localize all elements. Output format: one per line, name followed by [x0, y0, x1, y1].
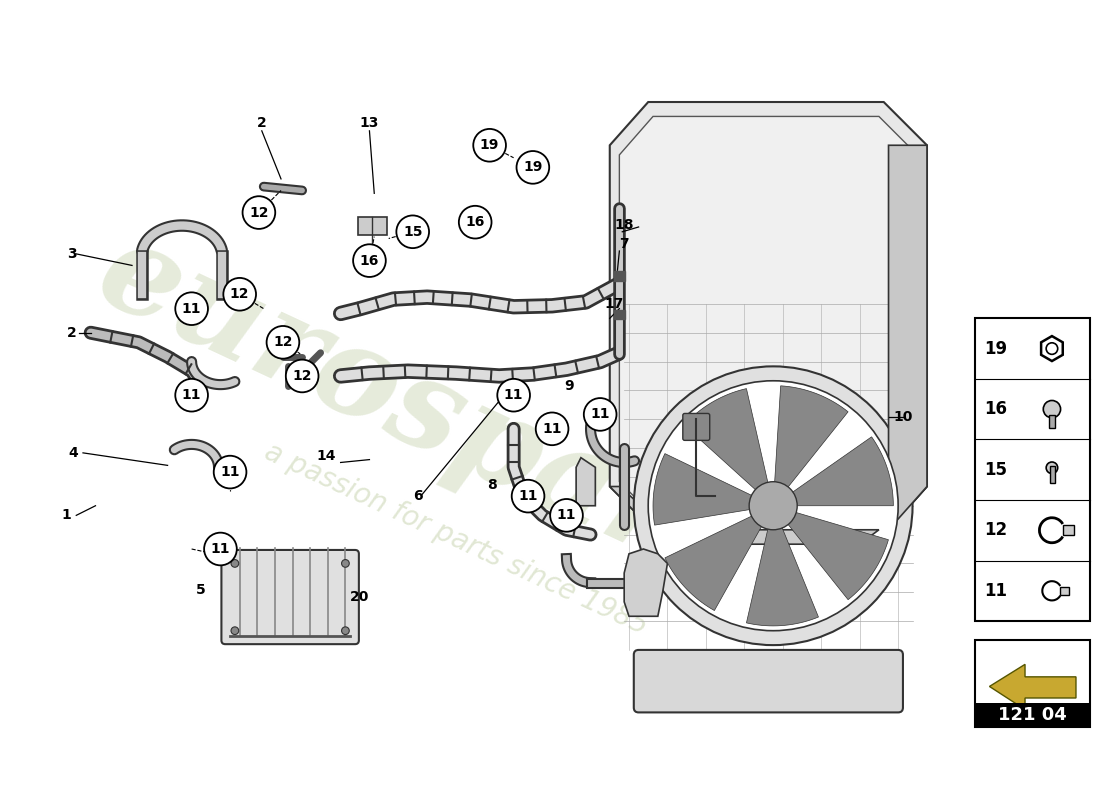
Circle shape	[175, 292, 208, 325]
Polygon shape	[889, 146, 927, 530]
Text: 1: 1	[62, 508, 72, 522]
Bar	[975, 702, 1090, 727]
Circle shape	[286, 360, 319, 392]
Circle shape	[353, 244, 386, 277]
Text: 11: 11	[182, 302, 201, 316]
Polygon shape	[609, 486, 927, 530]
Text: 19: 19	[524, 160, 542, 174]
Text: a passion for parts since 1985: a passion for parts since 1985	[260, 438, 652, 641]
Circle shape	[231, 627, 239, 634]
Circle shape	[223, 278, 256, 310]
Polygon shape	[653, 454, 756, 525]
Text: 5: 5	[197, 583, 206, 598]
Text: 12: 12	[984, 522, 1008, 539]
Polygon shape	[774, 386, 848, 490]
Circle shape	[1046, 462, 1058, 474]
Polygon shape	[747, 523, 818, 626]
Polygon shape	[990, 664, 1076, 710]
Circle shape	[231, 559, 239, 567]
Text: 11: 11	[504, 388, 524, 402]
Circle shape	[266, 326, 299, 358]
FancyBboxPatch shape	[221, 550, 359, 644]
Bar	[975, 640, 1090, 727]
Bar	[1059, 587, 1069, 594]
Text: 11: 11	[557, 508, 576, 522]
Text: 7: 7	[619, 238, 629, 251]
Text: 2: 2	[257, 116, 266, 130]
Text: 11: 11	[591, 407, 609, 422]
Text: 11: 11	[542, 422, 562, 436]
Polygon shape	[789, 437, 893, 506]
Polygon shape	[609, 102, 927, 530]
Circle shape	[205, 533, 236, 566]
Circle shape	[342, 559, 350, 567]
Circle shape	[175, 379, 208, 411]
Circle shape	[243, 196, 275, 229]
Text: 12: 12	[293, 369, 312, 383]
Polygon shape	[785, 511, 889, 600]
Circle shape	[459, 206, 492, 238]
Text: 2: 2	[67, 326, 76, 340]
Text: 11: 11	[220, 465, 240, 479]
Text: 20: 20	[350, 590, 370, 604]
Text: 16: 16	[984, 400, 1008, 418]
Bar	[1063, 526, 1074, 535]
Circle shape	[512, 480, 544, 513]
Text: 19: 19	[984, 339, 1008, 358]
Text: 9: 9	[564, 378, 574, 393]
Text: 11: 11	[211, 542, 230, 556]
Text: 8: 8	[487, 478, 497, 491]
FancyBboxPatch shape	[683, 414, 710, 440]
Text: 19: 19	[480, 138, 499, 152]
Circle shape	[634, 366, 913, 645]
Circle shape	[497, 379, 530, 411]
Bar	[614, 271, 625, 281]
Polygon shape	[684, 389, 769, 493]
Circle shape	[517, 151, 549, 184]
Text: 17: 17	[605, 297, 625, 311]
Bar	[1050, 466, 1055, 483]
FancyBboxPatch shape	[634, 650, 903, 713]
Text: 10: 10	[893, 410, 913, 424]
Circle shape	[342, 627, 350, 634]
Bar	[614, 310, 625, 319]
Text: 121 04: 121 04	[999, 706, 1067, 724]
Text: 15: 15	[984, 461, 1008, 478]
Circle shape	[550, 499, 583, 532]
Circle shape	[473, 129, 506, 162]
Bar	[1049, 415, 1055, 428]
Text: 15: 15	[403, 225, 422, 238]
Text: 16: 16	[360, 254, 379, 268]
Polygon shape	[664, 514, 763, 610]
Circle shape	[213, 456, 246, 489]
Circle shape	[584, 398, 616, 430]
Text: 16: 16	[465, 215, 485, 229]
Polygon shape	[619, 117, 917, 520]
Circle shape	[648, 381, 898, 630]
Circle shape	[396, 215, 429, 248]
Text: 18: 18	[615, 218, 634, 232]
Circle shape	[749, 482, 798, 530]
Text: 12: 12	[230, 287, 250, 302]
Text: 12: 12	[250, 206, 268, 219]
Bar	[975, 318, 1090, 621]
Text: 11: 11	[984, 582, 1008, 600]
Text: 3: 3	[67, 247, 76, 261]
Text: eurospares: eurospares	[79, 210, 833, 647]
Polygon shape	[576, 458, 595, 506]
Text: 13: 13	[360, 116, 379, 130]
Text: 11: 11	[182, 388, 201, 402]
Text: 6: 6	[412, 489, 422, 503]
Polygon shape	[715, 530, 879, 544]
Text: 14: 14	[317, 449, 336, 462]
Circle shape	[536, 413, 569, 445]
Text: 12: 12	[273, 335, 293, 350]
Text: 11: 11	[518, 489, 538, 503]
Bar	[358, 218, 387, 234]
Polygon shape	[624, 549, 668, 616]
Circle shape	[1043, 401, 1060, 418]
Text: 4: 4	[68, 446, 78, 460]
